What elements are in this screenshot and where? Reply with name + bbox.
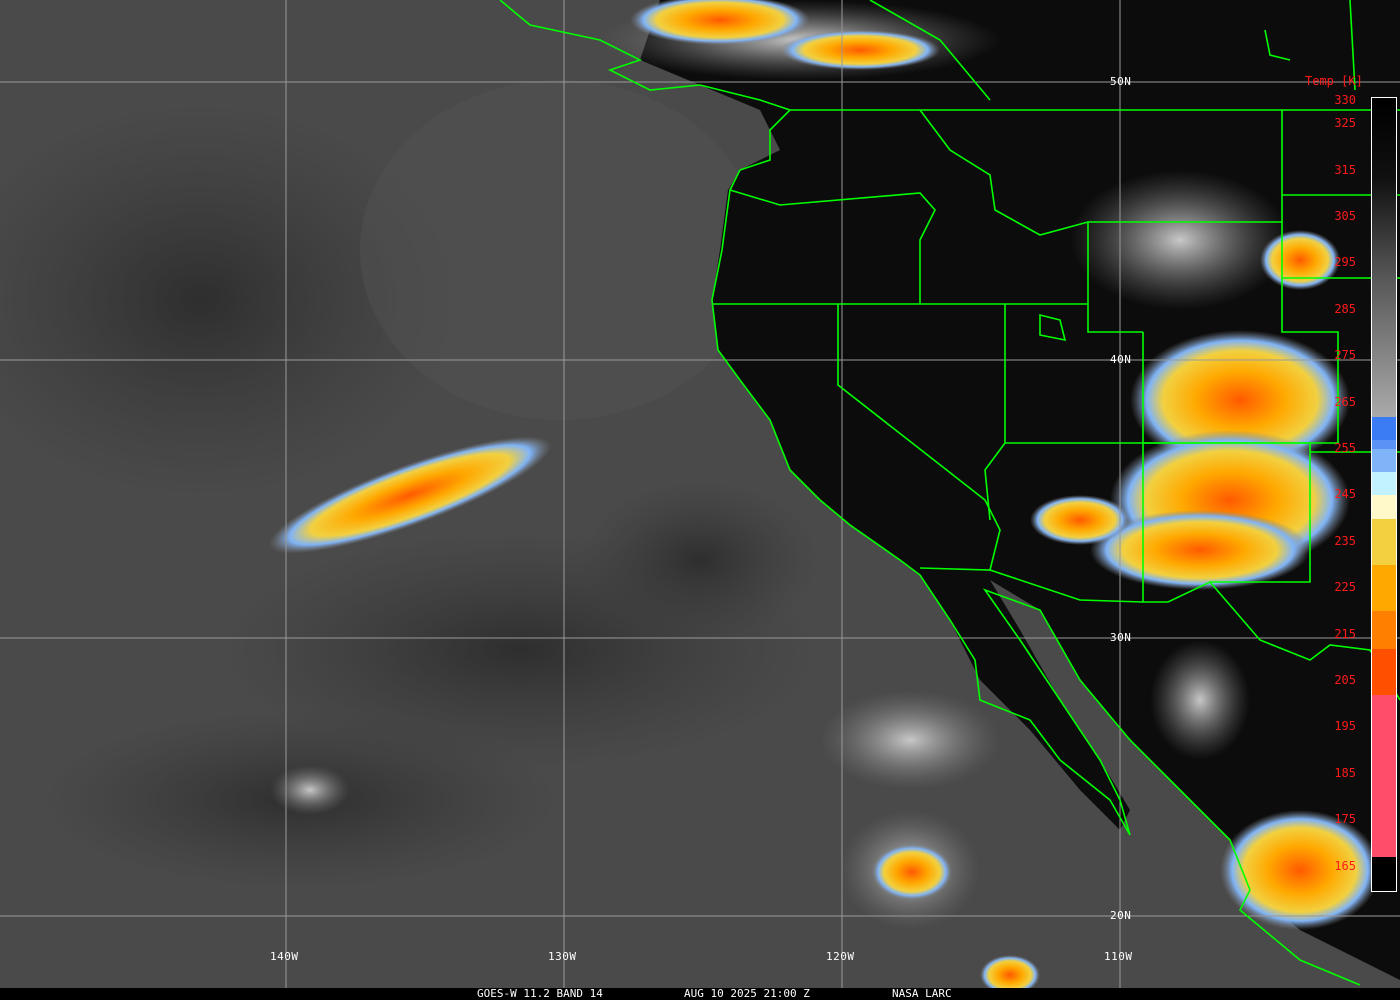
source-label: NASA LARC	[892, 987, 952, 1000]
colorbar-tick-245: 245	[1334, 487, 1356, 502]
colorbar-tick-185: 185	[1334, 765, 1356, 780]
lat-label-20n: 20N	[1110, 909, 1132, 922]
colorbar-segment	[1372, 611, 1396, 649]
lat-label-30n: 30N	[1110, 631, 1132, 644]
colorbar-tick-205: 205	[1334, 673, 1356, 687]
colorbar-segment	[1372, 101, 1396, 417]
image-caption-bar: GOES-W 11.2 BAND 14 AUG 10 2025 21:00 Z …	[0, 988, 1400, 1000]
cloud-features	[268, 0, 1380, 995]
colorbar-tick-225: 225	[1334, 580, 1356, 595]
satellite-band-label: GOES-W 11.2 BAND 14	[477, 987, 603, 1000]
colorbar-segment	[1372, 472, 1396, 496]
colorbar-tick-215: 215	[1334, 626, 1356, 641]
colorbar-tick-295: 295	[1334, 255, 1356, 270]
colorbar-segment	[1372, 495, 1396, 519]
lon-label-130w: 130W	[548, 950, 577, 963]
colorbar-tick-265: 265	[1334, 394, 1356, 409]
colorbar-segment	[1372, 565, 1396, 612]
colorbar-tick-285: 285	[1334, 301, 1356, 316]
colorbar-segment	[1372, 648, 1396, 695]
colorbar-tick-305: 305	[1334, 209, 1356, 223]
timestamp-label: AUG 10 2025 21:00 Z	[684, 987, 810, 1000]
lat-label-50n: 50N	[1110, 75, 1132, 88]
colorbar-tick-315: 315	[1334, 162, 1356, 177]
temperature-colorbar	[1371, 97, 1397, 892]
lon-label-110w: 110W	[1104, 950, 1133, 963]
colorbar-tick-275: 275	[1334, 348, 1356, 363]
colorbar-segment	[1372, 416, 1396, 440]
lon-label-140w: 140W	[270, 950, 299, 963]
colorbar-tick-330: 330	[1334, 93, 1356, 107]
colorbar-segment	[1372, 518, 1396, 565]
colorbar-tick-235: 235	[1334, 533, 1356, 548]
colorbar-tick-255: 255	[1334, 441, 1356, 455]
colorbar-tick-195: 195	[1334, 719, 1356, 734]
colorbar-tick-175: 175	[1334, 812, 1356, 827]
colorbar-segment	[1372, 439, 1396, 449]
colorbar-title: Temp [K]	[1305, 74, 1363, 88]
colorbar-segment	[1372, 694, 1396, 858]
colorbar-segment	[1372, 449, 1396, 473]
lat-label-40n: 40N	[1110, 353, 1132, 366]
colorbar-tick-325: 325	[1334, 116, 1356, 131]
colorbar-segment	[1372, 857, 1396, 867]
ocean-texture	[0, 80, 820, 890]
lon-label-120w: 120W	[826, 950, 855, 963]
colorbar-tick-165: 165	[1334, 858, 1356, 873]
